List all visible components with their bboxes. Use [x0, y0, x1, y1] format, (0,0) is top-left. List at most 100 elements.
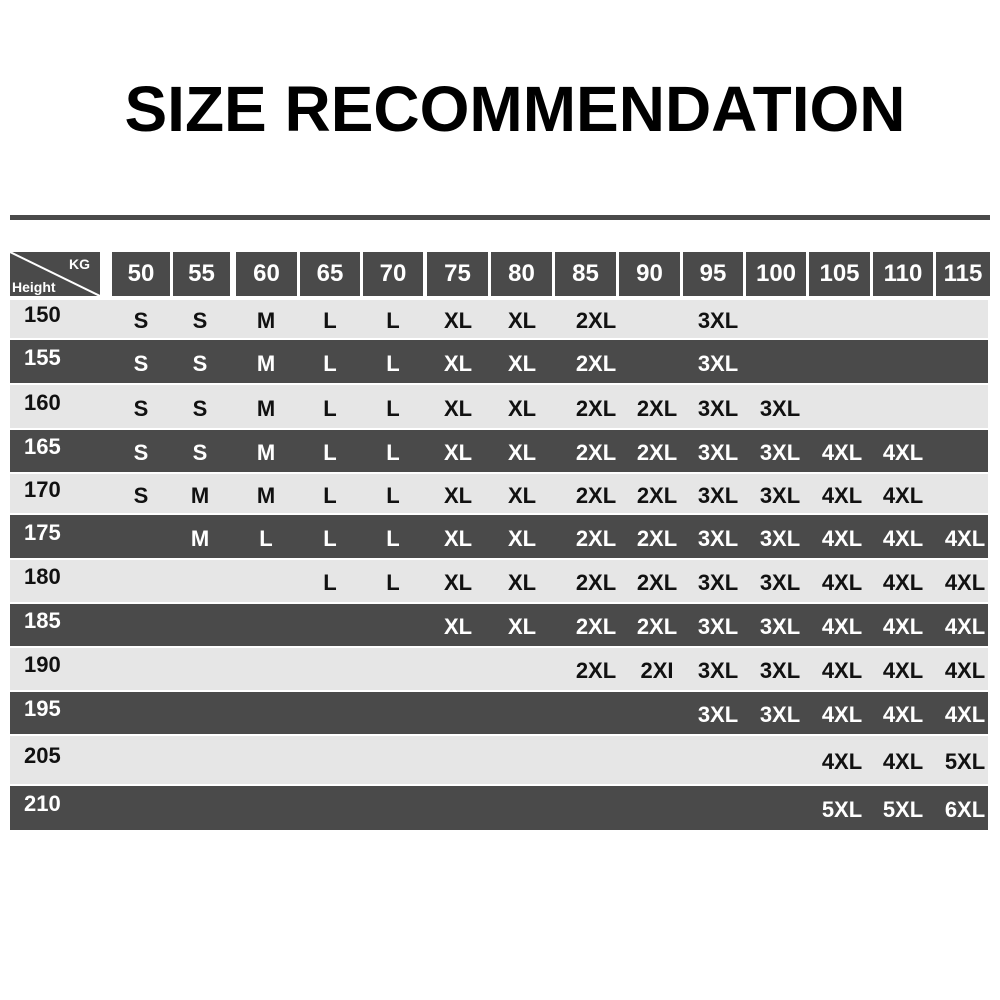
- size-cell: L: [259, 526, 273, 551]
- table-row: 210 5XL 5XL 6XL: [10, 786, 988, 830]
- size-cell: XL: [507, 570, 537, 595]
- size-cell: 2XL: [636, 440, 678, 465]
- size-cell: 4XL: [882, 526, 924, 551]
- size-cell: M: [190, 526, 210, 551]
- size-cell: 2XL: [575, 396, 617, 421]
- size-cell: S: [133, 396, 149, 421]
- size-cell: L: [323, 570, 337, 595]
- size-cell: 4XL: [821, 749, 863, 774]
- weight-header-cell: 85: [555, 252, 616, 296]
- size-cell: XL: [507, 308, 537, 333]
- size-cell: 3XL: [697, 614, 739, 639]
- height-label: 175: [24, 520, 61, 545]
- weight-header-cell: 110: [873, 252, 933, 296]
- size-cell: 2XL: [636, 570, 678, 595]
- size-cell: 3XL: [697, 308, 739, 333]
- size-cell: 4XL: [944, 658, 986, 683]
- size-cell: 3XL: [759, 526, 801, 551]
- size-cell: 4XL: [944, 614, 986, 639]
- size-cell: S: [192, 396, 208, 421]
- size-cell: M: [256, 396, 276, 421]
- weight-header-cell: 70: [363, 252, 423, 296]
- size-cell: S: [192, 440, 208, 465]
- size-cell: M: [256, 440, 276, 465]
- size-cell: XL: [507, 483, 537, 508]
- size-cell: 4XL: [882, 749, 924, 774]
- weight-header-cell: 115: [936, 252, 990, 296]
- size-cell: 2XL: [636, 483, 678, 508]
- weight-header-cell: 55: [173, 252, 230, 296]
- weight-header-cell: 90: [619, 252, 680, 296]
- size-cell: 5XL: [882, 797, 924, 822]
- weight-header-cell: 60: [236, 252, 297, 296]
- size-cell: 3XL: [759, 570, 801, 595]
- size-cell: 4XL: [821, 570, 863, 595]
- weight-header-cell: 50: [112, 252, 170, 296]
- size-cell: 3XL: [697, 702, 739, 727]
- table-row: 175 M L L L XL XL 2XL 2XL 3XL 3XL 4XL 4XL 4XL: [10, 515, 988, 558]
- weight-header-cell: 75: [427, 252, 488, 296]
- size-cell: 4XL: [882, 440, 924, 465]
- size-cell: 2XL: [575, 658, 617, 683]
- table-row: 190 2XL 2XI 3XL 3XL 4XL 4XL 4XL: [10, 648, 988, 690]
- size-cell: L: [386, 396, 400, 421]
- size-cell: L: [323, 440, 337, 465]
- size-cell: L: [386, 440, 400, 465]
- size-cell: 5XL: [821, 797, 863, 822]
- size-cell: XL: [443, 351, 473, 376]
- weight-header-cell: 105: [809, 252, 870, 296]
- size-cell: M: [256, 351, 276, 376]
- size-cell: L: [323, 396, 337, 421]
- height-label: 170: [24, 477, 61, 502]
- size-cell: 3XL: [697, 570, 739, 595]
- size-cell: 2XL: [575, 570, 617, 595]
- size-cell: 3XL: [759, 483, 801, 508]
- size-cell: S: [133, 483, 149, 508]
- table-row: 195 3XL 3XL 4XL 4XL 4XL: [10, 692, 988, 734]
- size-cell: S: [133, 351, 149, 376]
- size-cell: L: [386, 483, 400, 508]
- height-label: 155: [24, 345, 61, 370]
- size-cell: 3XL: [697, 351, 739, 376]
- size-cell: XL: [443, 308, 473, 333]
- size-cell: L: [323, 483, 337, 508]
- height-label: 195: [24, 696, 61, 721]
- size-cell: XL: [443, 483, 473, 508]
- size-cell: L: [386, 570, 400, 595]
- size-cell: 2XL: [636, 614, 678, 639]
- size-cell: 4XL: [882, 658, 924, 683]
- size-cell: XL: [443, 570, 473, 595]
- table-row: 155 S S M L L XL XL 2XL 3XL: [10, 340, 988, 383]
- size-cell: M: [190, 483, 210, 508]
- diagonal-line: [10, 252, 100, 296]
- size-cell: 3XL: [697, 483, 739, 508]
- size-cell: 4XL: [882, 614, 924, 639]
- weight-header-cell: 95: [683, 252, 743, 296]
- size-cell: 2XL: [575, 614, 617, 639]
- size-cell: 4XL: [882, 570, 924, 595]
- size-cell: 2XL: [636, 396, 678, 421]
- size-cell: 2XI: [640, 658, 674, 683]
- weight-header-cell: 100: [746, 252, 806, 296]
- size-cell: 3XL: [697, 396, 739, 421]
- weight-axis-label: KG: [69, 256, 90, 272]
- size-cell: 3XL: [759, 702, 801, 727]
- size-cell: 2XL: [575, 308, 617, 333]
- size-cell: XL: [507, 614, 537, 639]
- size-cell: 2XL: [575, 351, 617, 376]
- table-row: 180 L L XL XL 2XL 2XL 3XL 3XL 4XL 4XL 4XL: [10, 560, 988, 602]
- corner-header-cell: KG Height: [10, 252, 100, 296]
- size-cell: L: [386, 351, 400, 376]
- size-cell: 2XL: [575, 483, 617, 508]
- size-cell: S: [133, 440, 149, 465]
- table-row: 150 S S M L L XL XL 2XL 3XL: [10, 300, 988, 338]
- size-cell: XL: [443, 396, 473, 421]
- size-cell: 4XL: [821, 526, 863, 551]
- height-label: 150: [24, 302, 61, 327]
- height-label: 165: [24, 434, 61, 459]
- size-cell: 3XL: [759, 440, 801, 465]
- size-cell: 4XL: [821, 440, 863, 465]
- size-cell: 6XL: [944, 797, 986, 822]
- weight-header-cell: 80: [491, 252, 552, 296]
- size-cell: XL: [443, 614, 473, 639]
